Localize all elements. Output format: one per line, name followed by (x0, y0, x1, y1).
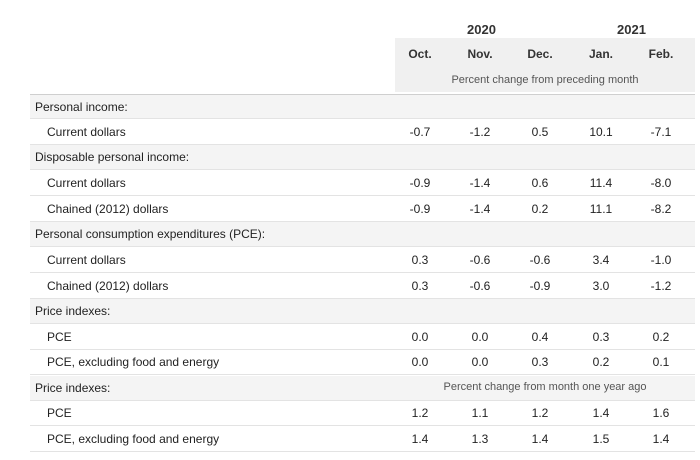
year-label-2020: 2020 (467, 22, 496, 37)
section-row: Price indexes: Percent change from month … (30, 376, 695, 401)
value-cell: 0.2 (652, 330, 670, 344)
month-oct: Oct. (408, 47, 432, 61)
table-row: Current dollars -0.7 -1.2 0.5 10.1 -7.1 (30, 120, 695, 145)
value-cell: 3.0 (592, 279, 610, 293)
section-row: Disposable personal income: (30, 145, 695, 170)
value-cell: 11.4 (589, 176, 613, 190)
section-label: Personal consumption expenditures (PCE): (35, 227, 266, 241)
table-row: Current dollars 0.3 -0.6 -0.6 3.4 -1.0 (30, 248, 695, 273)
value-cell: -0.9 (409, 176, 431, 190)
value-cell: -1.4 (469, 202, 491, 216)
value-cell: -1.2 (469, 125, 491, 139)
table-row: Current dollars -0.9 -1.4 0.6 11.4 -8.0 (30, 171, 695, 196)
table-row: PCE, excluding food and energy 1.4 1.3 1.4 1… (30, 427, 695, 452)
value-cell: -7.1 (650, 125, 672, 139)
value-cell: 0.0 (411, 355, 429, 369)
value-cell: -0.7 (409, 125, 431, 139)
month-nov: Nov. (467, 47, 493, 61)
section-label: Price indexes: (35, 304, 111, 318)
section-label: Price indexes: (35, 381, 111, 395)
value-cell: -8.0 (650, 176, 672, 190)
column-header-band (395, 38, 695, 92)
table-row: Chained (2012) dollars 0.3 -0.6 -0.9 3.0 -1.2 (30, 274, 695, 299)
subheader-yearly: Percent change from month one year ago (443, 381, 647, 393)
row-label: Current dollars (47, 125, 126, 139)
value-cell: 1.5 (592, 432, 610, 446)
value-cell: 1.4 (652, 432, 670, 446)
value-cell: -0.6 (469, 253, 491, 267)
row-label: PCE (47, 330, 72, 344)
value-cell: 0.0 (471, 330, 489, 344)
month-dec: Dec. (527, 47, 553, 61)
row-label: Chained (2012) dollars (47, 279, 169, 293)
value-cell: 0.1 (652, 355, 670, 369)
value-cell: 0.0 (471, 355, 489, 369)
section-label: Personal income: (35, 100, 128, 114)
table-row: PCE 0.0 0.0 0.4 0.3 0.2 (30, 325, 695, 350)
month-feb: Feb. (648, 47, 674, 61)
value-cell: 1.4 (531, 432, 549, 446)
value-cell: 0.4 (531, 330, 549, 344)
value-cell: 0.6 (531, 176, 549, 190)
value-cell: 0.3 (531, 355, 549, 369)
value-cell: 1.2 (531, 406, 549, 420)
subheader-monthly: Percent change from preceding month (451, 74, 639, 86)
value-cell: 1.4 (411, 432, 429, 446)
row-label: PCE (47, 406, 72, 420)
value-cell: 0.3 (411, 279, 429, 293)
row-label: Current dollars (47, 253, 126, 267)
table-row: PCE 1.2 1.1 1.2 1.4 1.6 (30, 401, 695, 426)
value-cell: 10.1 (589, 125, 613, 139)
value-cell: -0.9 (529, 279, 551, 293)
month-jan: Jan. (588, 47, 613, 61)
table-row: Chained (2012) dollars -0.9 -1.4 0.2 11.1 -8.… (30, 197, 695, 222)
value-cell: 1.1 (471, 406, 489, 420)
value-cell: 1.4 (592, 406, 610, 420)
value-cell: -1.2 (650, 279, 672, 293)
value-cell: -0.6 (469, 279, 491, 293)
value-cell: -0.9 (409, 202, 431, 216)
value-cell: 1.6 (652, 406, 670, 420)
value-cell: 1.3 (471, 432, 489, 446)
value-cell: -1.0 (650, 253, 672, 267)
value-cell: 0.2 (592, 355, 610, 369)
value-cell: -0.6 (529, 253, 551, 267)
value-cell: 0.2 (531, 202, 549, 216)
value-cell: -8.2 (650, 202, 672, 216)
row-label: PCE, excluding food and energy (47, 355, 220, 369)
value-cell: 3.4 (592, 253, 610, 267)
value-cell: 11.1 (589, 202, 613, 216)
value-cell: 0.3 (592, 330, 610, 344)
section-row: Price indexes: (30, 299, 695, 324)
table-row: PCE, excluding food and energy 0.0 0.0 0.3 0… (30, 350, 695, 375)
row-label: Chained (2012) dollars (47, 202, 169, 216)
section-row: Personal consumption expenditures (PCE): (30, 222, 695, 247)
value-cell: 0.3 (411, 253, 429, 267)
section-label: Disposable personal income: (35, 150, 190, 164)
section-row: Personal income: (30, 94, 695, 119)
row-label: PCE, excluding food and energy (47, 432, 220, 446)
value-cell: 0.5 (531, 125, 549, 139)
year-label-2021: 2021 (617, 22, 646, 37)
value-cell: 1.2 (411, 406, 429, 420)
row-label: Current dollars (47, 176, 126, 190)
value-cell: -1.4 (469, 176, 491, 190)
value-cell: 0.0 (411, 330, 429, 344)
